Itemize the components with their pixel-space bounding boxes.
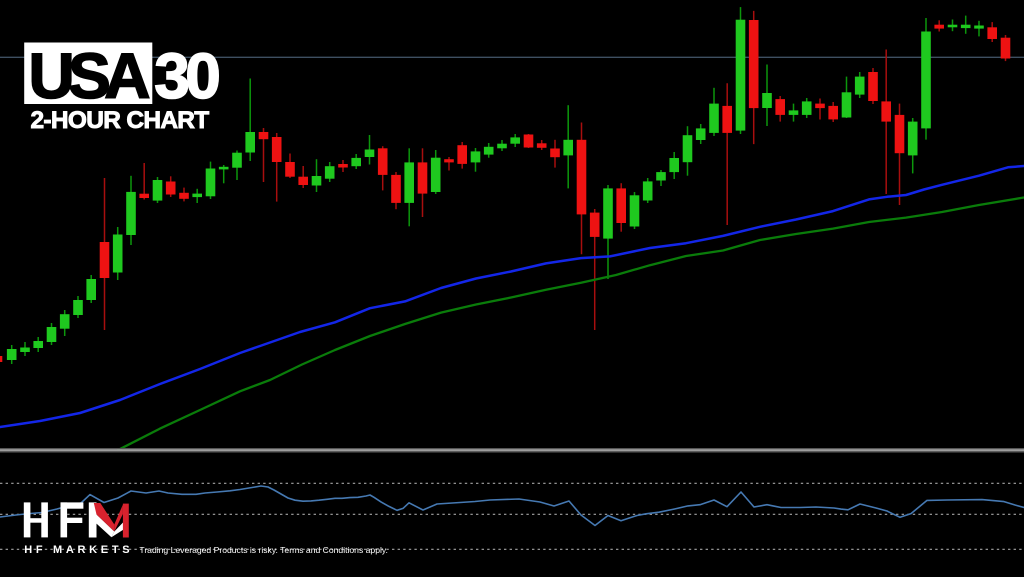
svg-text:Trading Leveraged Products is: Trading Leveraged Products is risky. Ter…: [139, 545, 388, 555]
svg-text:HF MARKETS: HF MARKETS: [24, 544, 133, 556]
svg-text:2-HOUR CHART: 2-HOUR CHART: [31, 107, 210, 134]
svg-text:USA: USA: [29, 40, 150, 112]
svg-text:30: 30: [154, 40, 218, 112]
